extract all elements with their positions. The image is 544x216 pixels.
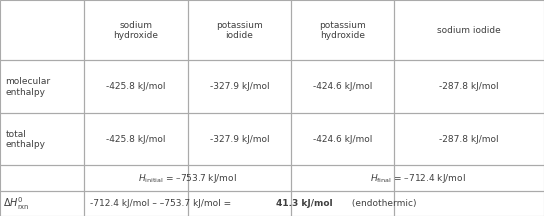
Bar — [0, 165, 84, 191]
Bar — [188, 0, 291, 60]
Text: total
enthalpy: total enthalpy — [5, 130, 46, 149]
Bar — [394, 0, 544, 60]
Bar — [0, 113, 84, 165]
Bar — [84, 113, 188, 165]
Text: potassium
hydroxide: potassium hydroxide — [319, 21, 366, 40]
Bar — [188, 165, 291, 191]
Text: sodium
hydroxide: sodium hydroxide — [114, 21, 158, 40]
Bar — [84, 165, 188, 191]
Bar — [291, 60, 394, 113]
Bar — [394, 60, 544, 113]
Bar — [394, 113, 544, 165]
Text: -424.6 kJ/mol: -424.6 kJ/mol — [313, 83, 373, 91]
Bar — [0, 60, 84, 113]
Text: $H_\mathregular{final}$ = –712.4 kJ/mol: $H_\mathregular{final}$ = –712.4 kJ/mol — [369, 172, 466, 185]
Bar — [394, 165, 544, 191]
Bar — [291, 0, 394, 60]
Text: -327.9 kJ/mol: -327.9 kJ/mol — [209, 83, 269, 91]
Bar — [291, 165, 394, 191]
Bar — [291, 191, 394, 216]
Text: -425.8 kJ/mol: -425.8 kJ/mol — [106, 135, 166, 144]
Bar — [188, 191, 291, 216]
Text: -424.6 kJ/mol: -424.6 kJ/mol — [313, 135, 373, 144]
Bar — [291, 113, 394, 165]
Bar — [0, 191, 84, 216]
Bar — [84, 60, 188, 113]
Bar — [188, 60, 291, 113]
Text: -712.4 kJ/mol – –753.7 kJ/mol =: -712.4 kJ/mol – –753.7 kJ/mol = — [90, 199, 234, 208]
Text: $\Delta H^{\mathregular{0}}_{\mathregular{rxn}}$: $\Delta H^{\mathregular{0}}_{\mathregula… — [3, 195, 29, 212]
Text: -425.8 kJ/mol: -425.8 kJ/mol — [106, 83, 166, 91]
Text: sodium iodide: sodium iodide — [437, 26, 501, 35]
Bar — [394, 191, 544, 216]
Text: molecular
enthalpy: molecular enthalpy — [5, 77, 51, 97]
Bar — [188, 113, 291, 165]
Text: potassium
iodide: potassium iodide — [216, 21, 263, 40]
Text: 41.3 kJ/mol: 41.3 kJ/mol — [276, 199, 332, 208]
Bar — [0, 0, 84, 60]
Text: -287.8 kJ/mol: -287.8 kJ/mol — [440, 135, 499, 144]
Text: (endothermic): (endothermic) — [349, 199, 416, 208]
Bar — [84, 191, 188, 216]
Text: -327.9 kJ/mol: -327.9 kJ/mol — [209, 135, 269, 144]
Bar — [84, 0, 188, 60]
Text: -287.8 kJ/mol: -287.8 kJ/mol — [440, 83, 499, 91]
Text: $H_\mathregular{initial}$ = –753.7 kJ/mol: $H_\mathregular{initial}$ = –753.7 kJ/mo… — [138, 172, 237, 185]
